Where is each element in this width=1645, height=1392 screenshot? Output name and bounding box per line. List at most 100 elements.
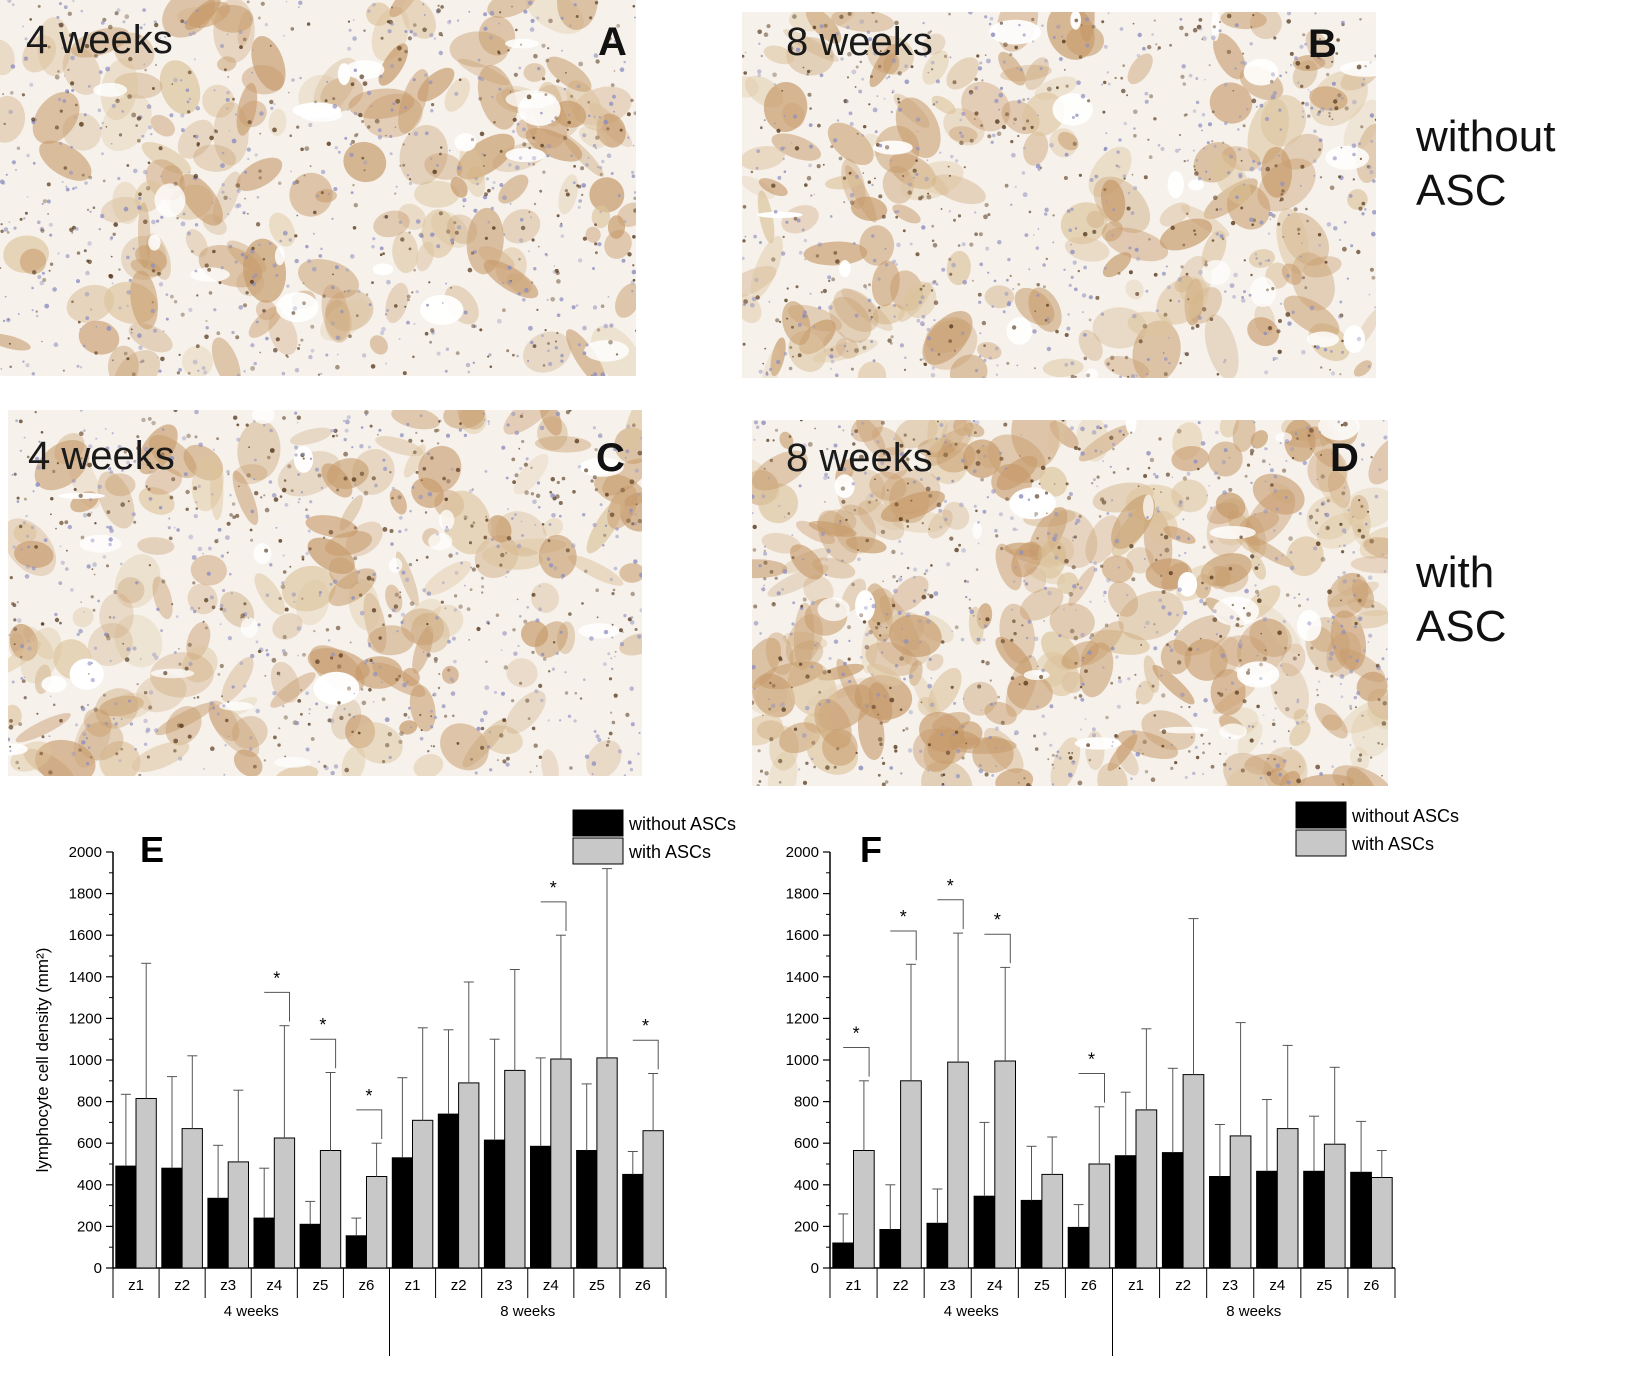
cell-nucleus xyxy=(789,346,793,349)
cell-nucleus xyxy=(8,109,13,115)
cell-nucleus xyxy=(577,258,583,263)
cell-nucleus xyxy=(448,19,452,23)
cell-nucleus xyxy=(990,32,996,38)
cell-nucleus xyxy=(1167,285,1171,290)
cell-nucleus xyxy=(1215,232,1220,236)
cell-nucleus xyxy=(394,126,397,129)
cell-nucleus xyxy=(599,210,602,214)
cell-nucleus xyxy=(931,239,935,243)
cell-nucleus xyxy=(118,268,121,271)
cell-nucleus xyxy=(1144,99,1149,104)
cell-nucleus xyxy=(499,11,502,14)
muscle-fiber xyxy=(922,50,949,85)
cell-nucleus xyxy=(1115,164,1119,167)
cell-nucleus xyxy=(1258,261,1263,266)
cell-nucleus xyxy=(1320,366,1323,369)
cell-nucleus xyxy=(795,47,801,52)
cell-nucleus xyxy=(1269,79,1274,84)
cell-nucleus xyxy=(275,273,279,277)
cell-nucleus xyxy=(1155,43,1158,46)
cell-nucleus xyxy=(390,64,395,69)
cell-nucleus xyxy=(279,239,283,243)
cell-nucleus xyxy=(813,193,816,196)
cell-nucleus xyxy=(492,181,496,184)
cell-nucleus xyxy=(881,214,886,219)
cell-nucleus xyxy=(1335,98,1338,100)
cell-nucleus xyxy=(623,220,627,223)
cell-nucleus xyxy=(1333,99,1338,104)
muscle-fiber xyxy=(269,212,296,247)
cell-nucleus xyxy=(286,284,290,288)
cell-nucleus xyxy=(483,154,486,157)
cell-nucleus xyxy=(633,16,636,19)
cell-nucleus xyxy=(1290,64,1292,66)
muscle-fiber xyxy=(177,119,215,159)
cell-nucleus xyxy=(298,0,303,5)
cell-nucleus xyxy=(9,365,12,369)
cell-nucleus xyxy=(600,304,605,309)
cell-nucleus xyxy=(509,202,512,205)
cell-nucleus xyxy=(588,114,591,118)
cell-nucleus xyxy=(891,91,894,94)
cell-nucleus xyxy=(404,305,407,308)
cell-nucleus xyxy=(1106,362,1110,366)
cell-nucleus xyxy=(516,122,520,126)
cell-nucleus xyxy=(264,23,268,27)
cell-nucleus xyxy=(1286,19,1291,24)
cell-nucleus xyxy=(1241,298,1246,303)
cell-nucleus xyxy=(408,133,411,135)
cell-nucleus xyxy=(111,282,114,285)
cell-nucleus xyxy=(381,326,386,332)
cell-nucleus xyxy=(1107,82,1111,86)
cell-nucleus xyxy=(180,19,184,24)
cell-nucleus xyxy=(154,22,159,28)
cell-nucleus xyxy=(429,33,434,38)
muscle-fiber xyxy=(850,196,888,221)
muscle-fiber xyxy=(32,91,80,144)
cell-nucleus xyxy=(852,242,856,245)
cell-nucleus xyxy=(1064,152,1069,157)
muscle-fiber xyxy=(931,174,986,205)
muscle-fiber xyxy=(1248,249,1276,268)
cell-nucleus xyxy=(383,216,385,219)
cell-nucleus xyxy=(795,285,799,289)
x-tick-label: z3 xyxy=(497,1277,513,1294)
cell-nucleus xyxy=(101,152,104,156)
cell-nucleus xyxy=(1045,257,1048,261)
cell-nucleus xyxy=(306,22,311,26)
cell-nucleus xyxy=(1132,313,1137,319)
cell-nucleus xyxy=(142,8,146,12)
cell-nucleus xyxy=(272,127,277,133)
cell-nucleus xyxy=(631,174,635,178)
cell-nucleus xyxy=(326,80,329,83)
cell-nucleus xyxy=(950,154,954,159)
cell-nucleus xyxy=(817,242,823,247)
cell-nucleus xyxy=(3,122,6,126)
cell-nucleus xyxy=(258,243,261,247)
cell-nucleus xyxy=(544,93,548,97)
cell-nucleus xyxy=(1001,125,1007,130)
cell-nucleus xyxy=(14,168,18,172)
cell-nucleus xyxy=(1198,27,1203,31)
cell-nucleus xyxy=(932,103,936,106)
cell-nucleus xyxy=(591,374,593,376)
cell-nucleus xyxy=(363,169,366,172)
chart-f: F0200400600800100012001400160018002000z1… xyxy=(786,801,1459,1356)
cell-nucleus xyxy=(1123,177,1126,180)
cell-nucleus xyxy=(502,308,506,313)
cell-nucleus xyxy=(782,235,785,239)
cell-nucleus xyxy=(619,128,623,132)
muscle-fiber xyxy=(1014,287,1055,326)
muscle-fiber xyxy=(1159,202,1190,227)
cell-nucleus xyxy=(833,251,838,255)
muscle-fiber xyxy=(557,0,598,30)
cell-nucleus xyxy=(326,141,331,146)
muscle-fiber xyxy=(185,229,208,258)
cell-nucleus xyxy=(130,328,133,331)
cell-nucleus xyxy=(404,49,408,54)
chart-panel-letter: E xyxy=(140,829,164,870)
cell-nucleus xyxy=(1317,233,1322,237)
cell-nucleus xyxy=(61,46,65,50)
cell-nucleus xyxy=(797,323,802,327)
cell-nucleus xyxy=(867,180,871,184)
